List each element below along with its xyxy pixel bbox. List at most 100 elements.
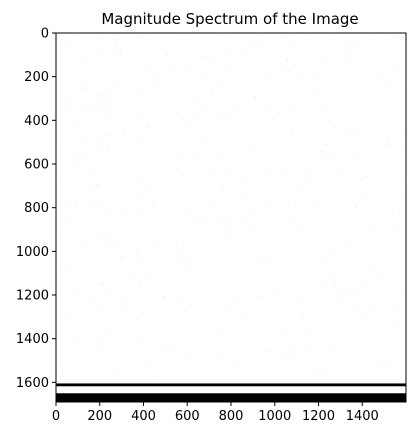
noise-pixel (399, 191, 401, 193)
y-tick-label: 600 (24, 158, 49, 173)
noise-pixel (97, 234, 99, 235)
noise-pixel (105, 135, 107, 137)
noise-pixel (336, 174, 338, 176)
noise-pixel (186, 272, 188, 274)
noise-pixel (109, 263, 111, 265)
noise-pixel (332, 276, 334, 278)
noise-pixel (285, 35, 286, 37)
noise-pixel (375, 33, 377, 35)
noise-pixel (83, 240, 85, 242)
noise-pixel (72, 174, 74, 176)
noise-pixel (57, 206, 59, 208)
noise-pixel (391, 210, 393, 211)
noise-pixel (304, 264, 306, 266)
noise-pixel (176, 136, 178, 138)
noise-pixel (127, 58, 129, 60)
noise-pixel (87, 89, 89, 91)
noise-pixel (302, 38, 304, 39)
noise-pixel (276, 160, 278, 162)
noise-pixel (325, 144, 327, 145)
noise-pixel (359, 175, 361, 177)
noise-pixel (350, 361, 352, 363)
noise-pixel (390, 98, 392, 100)
noise-pixel (115, 317, 117, 319)
noise-pixel (76, 102, 78, 103)
noise-pixel (246, 373, 248, 375)
noise-pixel (276, 114, 278, 116)
noise-pixel (343, 116, 344, 118)
noise-pixel (402, 85, 404, 87)
noise-pixel (303, 271, 305, 273)
noise-pixel (266, 332, 268, 334)
noise-pixel (169, 156, 171, 157)
noise-pixel (196, 208, 198, 210)
noise-pixel (202, 72, 204, 74)
noise-pixel (62, 95, 64, 97)
noise-pixel (250, 210, 251, 212)
noise-pixel (366, 49, 368, 51)
noise-pixel (57, 231, 59, 233)
noise-pixel (286, 59, 288, 61)
noise-pixel (252, 200, 254, 202)
noise-pixel (97, 323, 99, 325)
noise-pixel (145, 275, 147, 277)
noise-pixel (257, 291, 259, 293)
noise-pixel (392, 187, 394, 189)
noise-pixel (88, 203, 90, 205)
noise-pixel (216, 352, 218, 354)
noise-pixel (323, 41, 325, 43)
noise-pixel (280, 69, 282, 71)
noise-pixel (109, 298, 111, 300)
noise-pixel (328, 123, 329, 125)
noise-pixel (324, 261, 326, 263)
noise-pixel (225, 139, 226, 141)
noise-pixel (56, 141, 58, 143)
noise-pixel (312, 202, 314, 204)
noise-pixel (162, 125, 163, 127)
noise-pixel (206, 56, 208, 58)
noise-pixel (312, 353, 314, 355)
noise-pixel (177, 369, 179, 371)
noise-pixel (258, 253, 260, 255)
noise-pixel (95, 152, 97, 154)
noise-pixel (69, 45, 71, 47)
noise-pixel (268, 349, 270, 351)
noise-pixel (217, 330, 219, 332)
noise-pixel (142, 179, 144, 181)
noise-pixel (107, 146, 109, 148)
noise-pixel (115, 43, 117, 45)
noise-pixel (382, 295, 384, 297)
noise-pixel (242, 293, 244, 295)
noise-pixel (232, 362, 234, 364)
noise-pixel (234, 175, 236, 177)
noise-pixel (125, 302, 127, 303)
noise-pixel (140, 212, 142, 214)
noise-pixel (182, 119, 184, 121)
x-axis: 0 200 400 600 800 1000 1200 1400 (52, 402, 379, 424)
noise-pixel (398, 34, 400, 36)
noise-pixel (124, 193, 126, 195)
noise-pixel (326, 300, 328, 302)
noise-pixel (65, 106, 67, 108)
noise-pixel (262, 174, 264, 176)
noise-pixel (215, 223, 217, 225)
noise-pixel (115, 297, 117, 299)
noise-pixel (324, 61, 325, 63)
noise-pixel (247, 193, 249, 195)
noise-pixel (221, 189, 222, 191)
noise-pixel (404, 131, 406, 133)
noise-pixel (377, 42, 379, 44)
noise-pixel (284, 214, 286, 216)
noise-pixel (321, 257, 323, 259)
noise-pixel (99, 348, 101, 350)
noise-pixel (377, 362, 379, 364)
noise-pixel (308, 345, 310, 347)
noise-pixel (67, 109, 68, 111)
noise-pixel (237, 115, 239, 117)
noise-pixel (277, 83, 279, 85)
noise-pixel (259, 84, 261, 85)
noise-pixel (95, 145, 97, 147)
noise-pixel (394, 118, 396, 120)
noise-pixel (181, 295, 183, 297)
noise-pixel (98, 185, 100, 187)
